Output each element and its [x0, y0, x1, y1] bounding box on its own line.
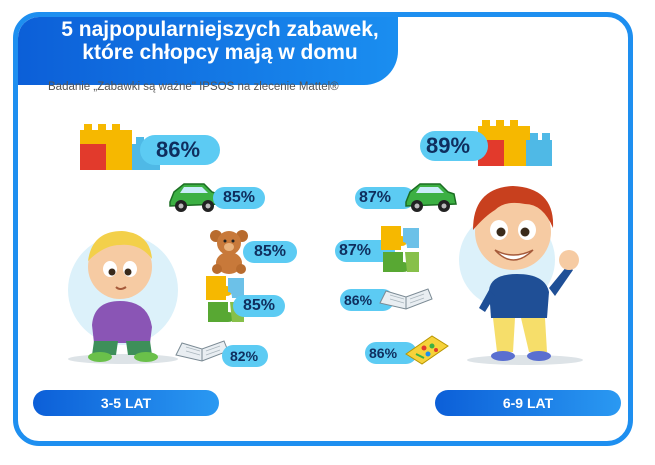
- value-pill: 86%: [140, 135, 220, 165]
- value-pill: 82%: [222, 345, 268, 367]
- value-pill: 87%: [335, 240, 395, 262]
- title-line-2: które chłopcy mają w domu: [82, 41, 358, 64]
- value-label: 89%: [426, 133, 471, 158]
- title-banner: [18, 17, 398, 85]
- toddler-boy-illustration: [68, 231, 178, 364]
- value-pill: 85%: [233, 295, 285, 317]
- value-pill: 86%: [365, 342, 417, 364]
- value-label: 85%: [243, 297, 276, 314]
- page-title: 5 najpopularniejszych zabawek, które chł…: [50, 18, 390, 64]
- value-label: 82%: [230, 348, 259, 364]
- car-icon: [169, 183, 221, 212]
- title-line-1: 5 najpopularniejszych zabawek,: [61, 18, 379, 41]
- school-boy-illustration: [459, 186, 583, 365]
- subtitle: Badanie „Zabawki są ważne" IPSOS na zlec…: [48, 81, 339, 93]
- value-label: 86%: [369, 345, 398, 361]
- puzzle-icon: [381, 226, 419, 272]
- age-group-label: 3-5 LAT: [33, 390, 219, 416]
- value-label: 86%: [156, 137, 201, 162]
- value-label: 87%: [359, 189, 392, 206]
- age-group-label: 6-9 LAT: [435, 390, 621, 416]
- value-pill: 85%: [243, 241, 297, 263]
- book-icon: [175, 340, 229, 362]
- value-label: 85%: [254, 243, 287, 260]
- book-icon: [379, 288, 433, 310]
- value-label: 86%: [344, 292, 373, 308]
- value-pill: 89%: [420, 131, 488, 161]
- value-pill: 86%: [340, 289, 394, 311]
- value-label: 87%: [339, 242, 372, 259]
- board-game-icon: [405, 335, 449, 365]
- car-icon: [405, 183, 457, 212]
- value-label: 85%: [223, 189, 256, 206]
- teddy-bear-icon: [210, 230, 248, 274]
- value-pill: 87%: [355, 187, 415, 209]
- value-pill: 85%: [213, 187, 265, 209]
